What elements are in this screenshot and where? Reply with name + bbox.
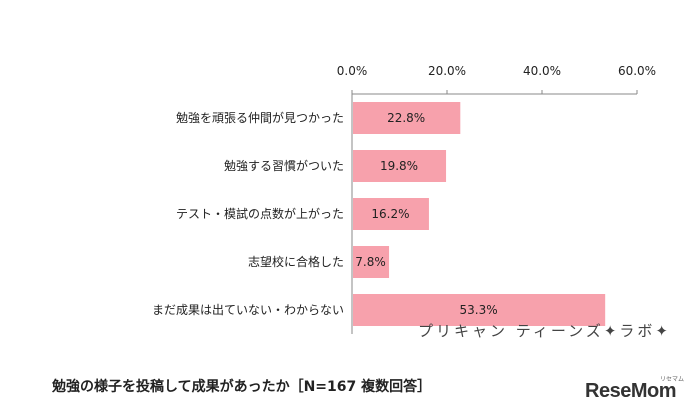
bar [353,102,461,134]
x-tick-label: 20.0% [428,64,466,78]
bar-value-label: 22.8% [387,111,425,125]
bar [353,294,606,326]
x-tick-label: 40.0% [523,64,561,78]
resemom-logo: ReseMom [585,380,676,402]
bar-value-label: 7.8% [355,255,386,269]
brand-watermark: プリキャン ティーンズ✦ラボ✦ [418,322,671,340]
bar-value-label: 53.3% [460,303,498,317]
x-tick-label: 0.0% [337,64,368,78]
category-label: まだ成果は出ていない・わからない [152,303,344,317]
bar [353,246,390,278]
category-label: 勉強する習慣がついた [224,158,344,173]
category-label: 勉強を頑張る仲間が見つかった [176,110,344,125]
bar [353,198,429,230]
category-label: テスト・模試の点数が上がった [176,206,344,221]
resemom-logo-sub: リセマム [660,376,685,383]
chart-caption: 勉強の様子を投稿して成果があったか［N=167 複数回答］ [52,379,432,395]
bar-value-label: 19.8% [380,159,418,173]
x-tick-label: 60.0% [618,64,656,78]
bar-value-label: 16.2% [371,207,409,221]
category-label: 志望校に合格した [248,254,344,269]
bar [353,150,447,182]
